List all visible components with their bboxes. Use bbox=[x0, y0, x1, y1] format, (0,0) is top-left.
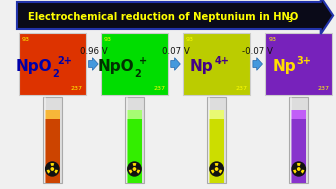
Bar bbox=[125, 97, 144, 183]
Bar bbox=[127, 110, 142, 183]
Text: 0.96 V: 0.96 V bbox=[80, 47, 107, 56]
FancyArrow shape bbox=[89, 58, 98, 70]
Bar bbox=[127, 110, 142, 119]
Bar bbox=[43, 97, 62, 183]
Text: +: + bbox=[139, 56, 148, 66]
Bar bbox=[44, 97, 46, 183]
Text: NpO: NpO bbox=[98, 59, 134, 74]
Bar bbox=[45, 110, 60, 119]
Wedge shape bbox=[297, 163, 301, 167]
Circle shape bbox=[298, 168, 300, 170]
Bar bbox=[19, 33, 86, 95]
Circle shape bbox=[46, 162, 59, 176]
Circle shape bbox=[292, 162, 305, 176]
Bar bbox=[208, 97, 210, 183]
Wedge shape bbox=[136, 169, 140, 174]
Text: 4+: 4+ bbox=[215, 56, 229, 66]
Text: Electrochemical reduction of Neptunium in HNO: Electrochemical reduction of Neptunium i… bbox=[28, 12, 298, 22]
Text: 93: 93 bbox=[186, 37, 194, 42]
Text: Np: Np bbox=[272, 59, 296, 74]
Bar bbox=[207, 97, 226, 183]
Circle shape bbox=[51, 168, 53, 170]
Circle shape bbox=[133, 168, 136, 170]
Bar bbox=[45, 110, 60, 183]
Text: 3: 3 bbox=[288, 16, 293, 22]
Wedge shape bbox=[293, 169, 297, 174]
Text: -0.07 V: -0.07 V bbox=[242, 47, 273, 56]
Wedge shape bbox=[50, 163, 54, 167]
Text: NpO: NpO bbox=[16, 59, 52, 74]
Wedge shape bbox=[211, 169, 215, 174]
Wedge shape bbox=[47, 169, 51, 174]
Wedge shape bbox=[300, 169, 304, 174]
Bar bbox=[291, 110, 306, 183]
Bar bbox=[209, 110, 224, 183]
Text: 237: 237 bbox=[71, 86, 83, 91]
Text: 93: 93 bbox=[22, 37, 30, 42]
Bar bbox=[291, 110, 306, 119]
Text: 93: 93 bbox=[268, 37, 276, 42]
Bar bbox=[290, 97, 292, 183]
Bar bbox=[289, 97, 308, 183]
Wedge shape bbox=[129, 169, 133, 174]
Bar bbox=[183, 33, 250, 95]
Text: 237: 237 bbox=[153, 86, 165, 91]
Text: Np: Np bbox=[190, 59, 214, 74]
Circle shape bbox=[50, 167, 55, 171]
Wedge shape bbox=[54, 169, 58, 174]
Circle shape bbox=[296, 167, 301, 171]
Bar bbox=[101, 33, 168, 95]
Text: 93: 93 bbox=[104, 37, 112, 42]
Wedge shape bbox=[132, 163, 136, 167]
Text: 237: 237 bbox=[235, 86, 247, 91]
FancyArrow shape bbox=[253, 58, 262, 70]
Circle shape bbox=[210, 162, 223, 176]
Text: 2+: 2+ bbox=[57, 56, 72, 66]
Circle shape bbox=[215, 168, 218, 170]
Polygon shape bbox=[17, 0, 333, 34]
Text: 2: 2 bbox=[52, 69, 59, 79]
Text: 2: 2 bbox=[134, 69, 141, 79]
Circle shape bbox=[132, 167, 137, 171]
Wedge shape bbox=[218, 169, 222, 174]
Text: 0.07 V: 0.07 V bbox=[162, 47, 190, 56]
Bar bbox=[209, 110, 224, 119]
FancyArrow shape bbox=[171, 58, 180, 70]
Bar bbox=[265, 33, 332, 95]
Text: 237: 237 bbox=[317, 86, 329, 91]
Bar bbox=[126, 97, 128, 183]
Circle shape bbox=[214, 167, 219, 171]
Circle shape bbox=[128, 162, 141, 176]
Text: 3+: 3+ bbox=[297, 56, 312, 66]
Wedge shape bbox=[215, 163, 218, 167]
